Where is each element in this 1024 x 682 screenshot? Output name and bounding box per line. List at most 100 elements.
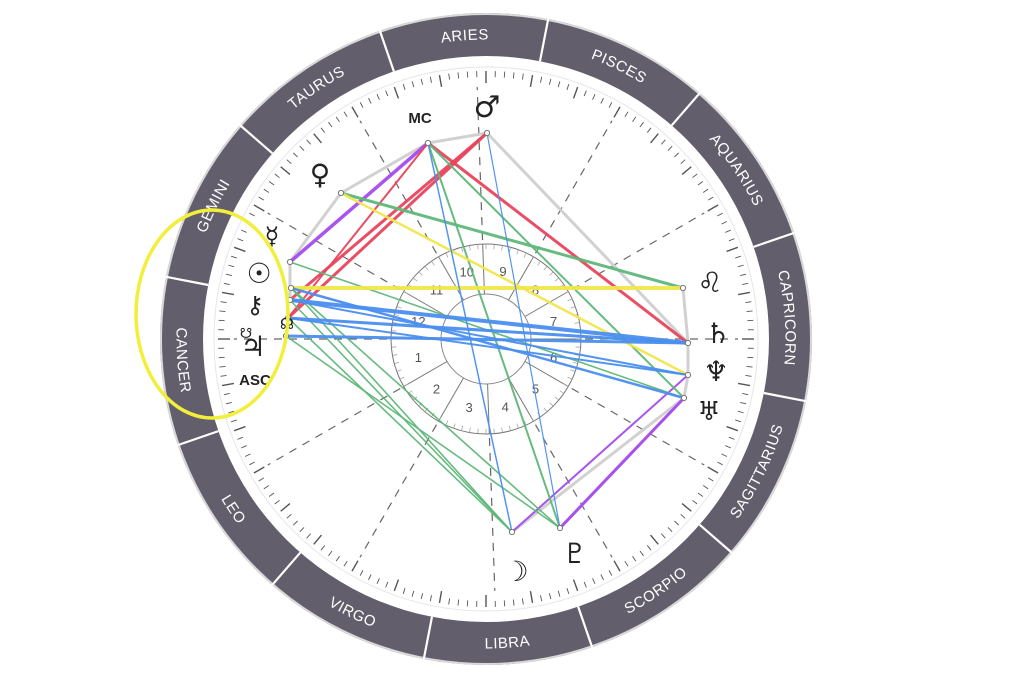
degree-tick: [240, 445, 247, 449]
degree-tick: [522, 598, 524, 605]
house-tick: [469, 427, 471, 433]
degree-tick: [735, 419, 742, 423]
degree-tick: [726, 425, 739, 432]
degree-tick: [429, 595, 432, 602]
degree-tick: [639, 550, 644, 557]
degree-tick: [522, 73, 524, 80]
degree-tick: [624, 111, 629, 118]
house-cusp: [488, 437, 496, 591]
degree-tick: [721, 453, 728, 457]
degree-tick: [737, 291, 751, 296]
planet-point: [337, 189, 345, 197]
house-divider: [524, 361, 569, 387]
degree-tick: [240, 229, 247, 233]
house-cusp: [534, 424, 613, 558]
degree-tick: [566, 83, 570, 90]
degree-tick: [263, 485, 270, 490]
degree-tick: [268, 181, 275, 186]
degree-tick: [512, 72, 515, 79]
house-cusp: [267, 212, 401, 291]
degree-tick: [737, 382, 751, 387]
degree-tick: [529, 590, 534, 604]
sign-divider: [538, 18, 550, 62]
degree-tick: [249, 461, 255, 466]
aspect-line-gray: [510, 396, 686, 534]
degree-tick: [692, 173, 698, 179]
house-tick: [396, 306, 402, 309]
house-number: 7: [550, 314, 557, 329]
degree-tick: [646, 127, 652, 133]
sign-divider: [378, 30, 395, 72]
degree-tick: [351, 106, 359, 118]
degree-tick: [728, 238, 735, 242]
degree-tick: [726, 246, 739, 253]
degree-tick: [697, 181, 704, 186]
degree-tick: [632, 116, 637, 123]
degree-tick: [420, 78, 424, 85]
house-tick: [394, 361, 400, 364]
degree-tick: [233, 425, 246, 432]
house-tick: [403, 383, 409, 387]
house-tick: [453, 423, 456, 429]
degree-tick: [258, 477, 265, 482]
aspect-line-purple: [511, 374, 689, 533]
house-tick: [469, 245, 471, 251]
mars-icon: ♂: [474, 90, 501, 125]
aspect-line-blue: [289, 299, 689, 376]
aspect-line-blue: [284, 334, 690, 345]
house-tick: [392, 322, 398, 324]
degree-tick: [343, 111, 348, 118]
house-tick: [570, 369, 576, 372]
chiron-icon: ⚷: [246, 291, 264, 319]
aspect-line-gray: [681, 286, 690, 345]
degree-tick: [313, 133, 322, 144]
planet-point: [680, 394, 688, 402]
degree-tick: [721, 221, 728, 225]
degree-tick: [385, 90, 389, 97]
degree-tick: [608, 570, 613, 576]
degree-tick: [299, 145, 305, 151]
degree-tick: [219, 365, 226, 368]
house-number: 2: [433, 381, 440, 396]
aspect-line-gray: [682, 373, 690, 400]
planet-point: [684, 339, 692, 347]
degree-tick: [707, 196, 714, 201]
degree-tick: [680, 513, 686, 519]
aspect-line-red: [288, 131, 489, 302]
planet-point: [556, 524, 564, 532]
highlight: [134, 208, 290, 420]
house-tick: [543, 407, 548, 412]
aspect-line-gray: [485, 131, 690, 345]
house-tick: [396, 369, 402, 372]
degree-tick: [219, 310, 226, 313]
degree-tick: [230, 419, 237, 423]
aspect-line-gray: [339, 141, 430, 195]
degree-tick: [313, 534, 322, 545]
aspect-line-green: [427, 142, 685, 399]
house-tick: [501, 245, 503, 251]
degree-tick: [286, 513, 292, 519]
degree-tick: [328, 550, 333, 557]
degree-tick: [740, 401, 747, 405]
degree-tick: [376, 578, 380, 585]
sign-label-aries: ARIES: [440, 26, 489, 46]
degree-tick: [411, 81, 415, 88]
moon-icon: ☽: [503, 555, 528, 588]
sign-divider: [577, 606, 594, 648]
degree-tick: [402, 83, 406, 90]
house-divider: [403, 291, 448, 317]
sign-label-libra: LIBRA: [485, 632, 531, 652]
planet-point: [287, 284, 295, 292]
degree-tick: [548, 593, 552, 600]
house-number: 9: [499, 264, 506, 279]
house-tick: [424, 266, 429, 271]
degree-tick: [660, 139, 666, 145]
aspect-line-gray: [426, 131, 489, 145]
aspect-line-blue: [427, 142, 513, 533]
degree-tick: [725, 229, 732, 233]
degree-tick: [746, 365, 753, 368]
aspect-line-green: [290, 287, 513, 533]
degree-tick: [624, 560, 629, 567]
degree-tick: [548, 78, 552, 85]
degree-tick: [220, 375, 227, 377]
